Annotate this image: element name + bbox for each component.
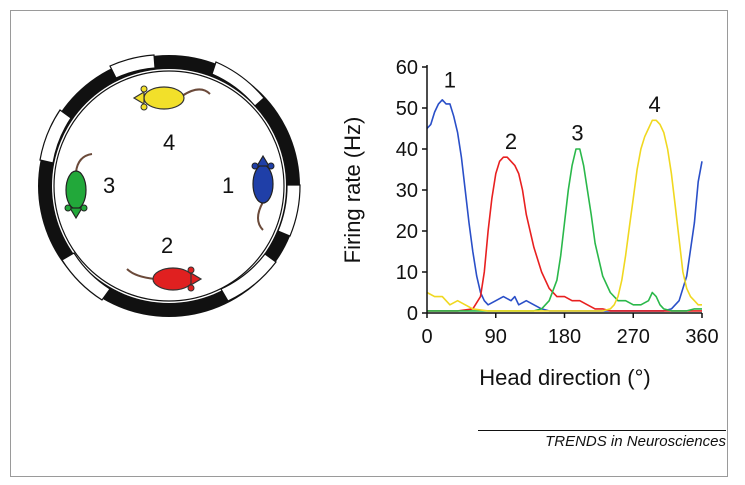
x-axis-label: Head direction (°): [479, 365, 650, 390]
mouse-4-label: 4: [163, 130, 175, 155]
journal-credit: TRENDS in Neurosciences: [478, 430, 726, 450]
series-line-3: [427, 148, 702, 312]
axes-layer: [422, 65, 703, 318]
arena-ring: [38, 54, 301, 317]
mouse-1-label: 1: [222, 173, 234, 198]
x-tick-label: 0: [421, 326, 432, 348]
mouse-2-icon: [126, 266, 203, 292]
peak-label-1: 1: [444, 67, 456, 92]
mouse-4-icon: [132, 85, 211, 111]
y-tick-label: 10: [396, 262, 418, 284]
peak-label-4: 4: [649, 92, 661, 117]
series-layer: [426, 99, 703, 312]
y-tick-label: 60: [396, 57, 418, 79]
y-tick-label: 50: [396, 98, 418, 120]
y-tick-label: 20: [396, 221, 418, 243]
series-line-1: [426, 99, 703, 312]
y-axis-label: Firing rate (Hz): [340, 117, 365, 264]
mouse-3-icon: [64, 153, 93, 220]
series-line-4: [426, 119, 702, 312]
y-tick-label: 40: [396, 139, 418, 161]
x-tick-label: 90: [485, 326, 507, 348]
peak-labels: 1 2 3 4: [444, 67, 661, 154]
mouse-3-label: 3: [103, 173, 115, 198]
series-line-2: [427, 156, 702, 312]
x-tick-label: 180: [548, 326, 581, 348]
y-tick-label: 0: [407, 303, 418, 325]
x-tick-label: 270: [617, 326, 650, 348]
y-tick-label: 30: [396, 180, 418, 202]
peak-label-3: 3: [571, 121, 583, 146]
mouse-2-label: 2: [161, 233, 173, 258]
tick-labels: 0 10 20 30 40 50 60 0 90 180 270 360: [396, 57, 719, 348]
mouse-1-icon: [251, 154, 275, 231]
x-tick-label: 360: [685, 326, 718, 348]
peak-label-2: 2: [505, 129, 517, 154]
